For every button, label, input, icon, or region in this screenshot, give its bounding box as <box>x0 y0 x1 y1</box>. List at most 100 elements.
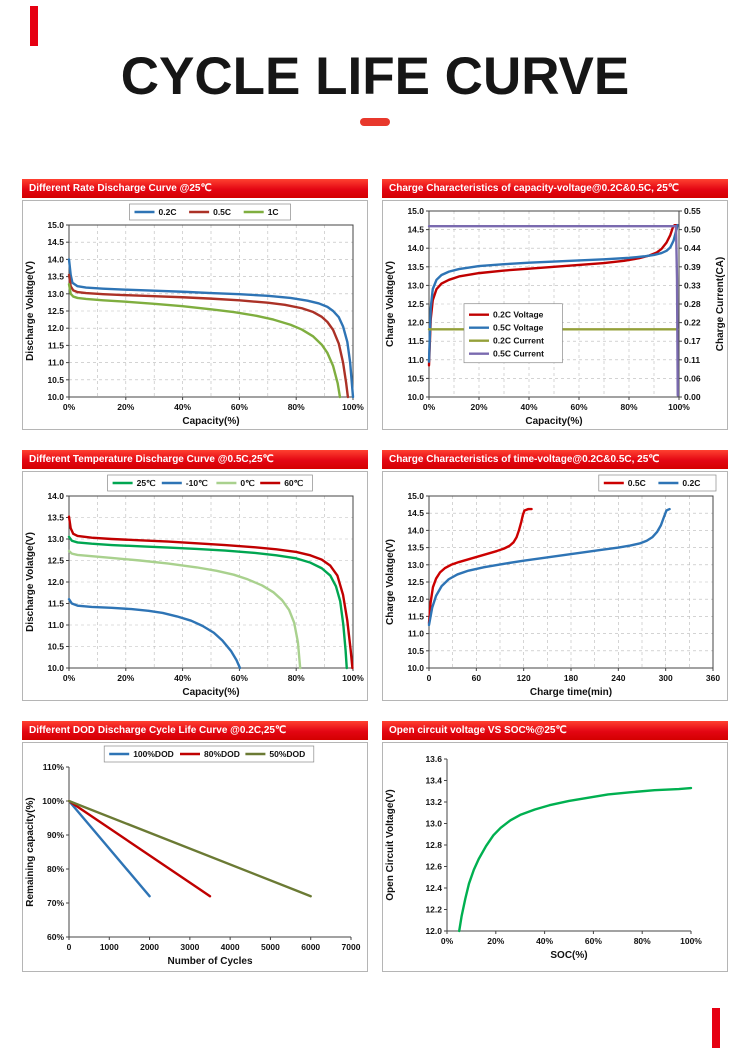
svg-text:0%: 0% <box>441 936 454 946</box>
svg-text:0.5C: 0.5C <box>628 478 646 488</box>
svg-text:11.5: 11.5 <box>408 336 424 346</box>
chart-canvas-rate-discharge: 0% 20% 40% 60% 80% 100% 10.0 10.5 11.0 11.5 12.0 12… <box>25 203 364 427</box>
svg-text:Number of Cycles: Number of Cycles <box>167 956 252 967</box>
svg-text:300: 300 <box>659 673 673 683</box>
svg-text:13.0: 13.0 <box>47 534 64 544</box>
chart-panel-charge-time-voltage: Charge Characteristics of time-voltage@0… <box>382 450 728 702</box>
svg-text:3000: 3000 <box>180 942 199 952</box>
chart-area-temperature-discharge: 0% 20% 40% 60% 80% 100% 10.0 10.5 11.0 11.5 12.0 12… <box>22 471 368 702</box>
svg-text:60℃: 60℃ <box>284 478 303 488</box>
chart-canvas-charge-capacity-voltage: 0% 20% 40% 60% 80% 100% 10.0 10.5 11.0 11.5 12.0 12… <box>385 206 726 427</box>
svg-text:0.11: 0.11 <box>684 355 700 365</box>
chart-panel-temperature-discharge: Different Temperature Discharge Curve @0… <box>22 450 368 702</box>
svg-text:100%: 100% <box>342 673 364 683</box>
chart-header-charge-time-voltage: Charge Characteristics of time-voltage@0… <box>382 450 728 470</box>
svg-text:0.50: 0.50 <box>684 225 701 235</box>
svg-text:1C: 1C <box>268 207 279 217</box>
chart-header-rate-discharge: Different Rate Discharge Curve @25℃ <box>22 179 368 199</box>
svg-text:100%: 100% <box>668 402 690 412</box>
svg-text:11.5: 11.5 <box>408 612 424 622</box>
svg-text:14.5: 14.5 <box>407 508 424 518</box>
svg-text:15.0: 15.0 <box>47 220 64 230</box>
svg-text:0.33: 0.33 <box>684 281 701 291</box>
svg-text:5000: 5000 <box>261 942 280 952</box>
svg-text:0℃: 0℃ <box>240 478 255 488</box>
svg-text:15.0: 15.0 <box>407 206 424 216</box>
svg-text:Discharge Volatge(V): Discharge Volatge(V) <box>25 532 36 632</box>
svg-text:14.5: 14.5 <box>407 225 424 235</box>
svg-text:40%: 40% <box>520 402 537 412</box>
svg-text:180: 180 <box>564 673 578 683</box>
svg-text:50%DOD: 50%DOD <box>269 749 305 759</box>
page-title: CYCLE LIFE CURVE <box>120 47 630 106</box>
svg-text:0.5C: 0.5C <box>213 207 231 217</box>
svg-text:120: 120 <box>517 673 531 683</box>
svg-text:13.0: 13.0 <box>407 281 424 291</box>
svg-text:0: 0 <box>427 673 432 683</box>
svg-text:60%: 60% <box>231 402 248 412</box>
svg-text:14.0: 14.0 <box>407 243 424 253</box>
svg-text:100%: 100% <box>342 402 364 412</box>
svg-text:20%: 20% <box>117 673 134 683</box>
svg-text:13.5: 13.5 <box>47 272 64 282</box>
charts-grid: Different Rate Discharge Curve @25℃ 0% 20%… <box>0 179 750 973</box>
chart-area-ocv-vs-soc: 0% 20% 40% 60% 80% 100% 12.0 12.2 12.4 12.6 12.8 13… <box>382 742 728 973</box>
svg-text:2000: 2000 <box>140 942 159 952</box>
chart-area-rate-discharge: 0% 20% 40% 60% 80% 100% 10.0 10.5 11.0 11.5 12.0 12… <box>22 200 368 431</box>
svg-text:0: 0 <box>67 942 72 952</box>
decor-red-bar-bottom-right <box>712 1008 720 1048</box>
svg-text:7000: 7000 <box>342 942 361 952</box>
svg-text:0.5C Current: 0.5C Current <box>493 349 544 359</box>
svg-text:12.5: 12.5 <box>47 556 64 566</box>
svg-text:13.4: 13.4 <box>425 776 442 786</box>
svg-text:0.39: 0.39 <box>684 262 701 272</box>
svg-text:13.0: 13.0 <box>425 819 442 829</box>
svg-text:0.06: 0.06 <box>684 374 701 384</box>
svg-text:12.0: 12.0 <box>425 926 442 936</box>
svg-text:20%: 20% <box>487 936 504 946</box>
decor-red-bar-top-left <box>30 6 38 46</box>
svg-text:Charge Current(CA): Charge Current(CA) <box>715 257 726 351</box>
svg-text:110%: 110% <box>43 762 65 772</box>
svg-text:Discharge Volatge(V): Discharge Volatge(V) <box>25 261 36 361</box>
svg-text:25℃: 25℃ <box>137 478 156 488</box>
svg-text:14.5: 14.5 <box>47 237 64 247</box>
svg-text:13.6: 13.6 <box>425 754 442 764</box>
svg-text:0.2C: 0.2C <box>159 207 177 217</box>
chart-panel-dod-cycle-life: Different DOD Discharge Cycle Life Curve… <box>22 721 368 973</box>
svg-text:10.5: 10.5 <box>407 646 424 656</box>
svg-text:11.0: 11.0 <box>48 358 64 368</box>
chart-header-ocv-vs-soc: Open circuit voltage VS SOC%@25℃ <box>382 721 728 741</box>
svg-text:4000: 4000 <box>221 942 240 952</box>
svg-text:80%DOD: 80%DOD <box>204 749 240 759</box>
svg-text:13.5: 13.5 <box>47 513 64 523</box>
svg-text:10.0: 10.0 <box>47 663 64 673</box>
chart-canvas-charge-time-voltage: 0 60 120 180 240 300 360 10.0 10.5 11.0 11.5 12.0 12… <box>385 474 720 698</box>
svg-text:13.0: 13.0 <box>407 560 424 570</box>
chart-canvas-temperature-discharge: 0% 20% 40% 60% 80% 100% 10.0 10.5 11.0 11.5 12.0 12… <box>25 474 364 698</box>
svg-text:40%: 40% <box>174 402 191 412</box>
chart-header-temperature-discharge: Different Temperature Discharge Curve @0… <box>22 450 368 470</box>
svg-text:13.5: 13.5 <box>407 543 424 553</box>
title-underline-dash <box>360 118 390 127</box>
svg-text:0.55: 0.55 <box>684 206 701 216</box>
svg-text:0.17: 0.17 <box>684 336 701 346</box>
chart-area-charge-capacity-voltage: 0% 20% 40% 60% 80% 100% 10.0 10.5 11.0 11.5 12.0 12… <box>382 200 728 431</box>
chart-panel-rate-discharge: Different Rate Discharge Curve @25℃ 0% 20%… <box>22 179 368 431</box>
svg-text:6000: 6000 <box>301 942 320 952</box>
chart-area-charge-time-voltage: 0 60 120 180 240 300 360 10.0 10.5 11.0 11.5 12.0 12… <box>382 471 728 702</box>
svg-text:90%: 90% <box>47 830 64 840</box>
svg-text:SOC(%): SOC(%) <box>550 950 587 961</box>
svg-text:10.5: 10.5 <box>47 642 64 652</box>
svg-text:13.2: 13.2 <box>425 797 442 807</box>
svg-text:60: 60 <box>472 673 482 683</box>
svg-text:11.0: 11.0 <box>48 620 64 630</box>
svg-text:0.2C: 0.2C <box>682 478 700 488</box>
chart-panel-charge-capacity-voltage: Charge Characteristics of capacity-volta… <box>382 179 728 431</box>
chart-area-dod-cycle-life: 0 1000 2000 3000 4000 5000 6000 7000 60% 70% 80% 90… <box>22 742 368 973</box>
svg-text:11.0: 11.0 <box>408 629 424 639</box>
chart-header-charge-capacity-voltage: Charge Characteristics of capacity-volta… <box>382 179 728 199</box>
svg-text:Capacity(%): Capacity(%) <box>182 416 239 427</box>
svg-text:12.0: 12.0 <box>47 323 64 333</box>
svg-text:60%: 60% <box>570 402 587 412</box>
